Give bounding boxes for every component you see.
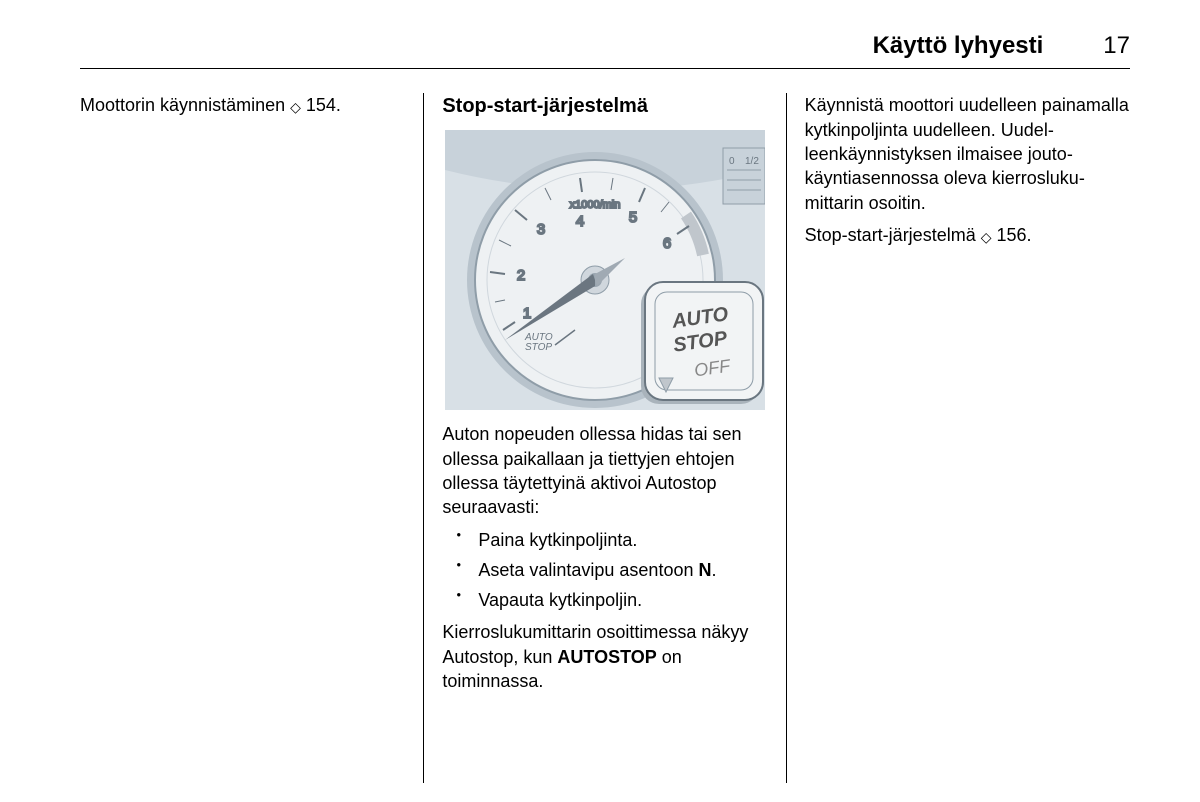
- svg-text:2: 2: [517, 267, 525, 284]
- svg-text:1: 1: [523, 305, 531, 322]
- engine-start-page-ref: 154.: [301, 95, 341, 115]
- autostop-button-icon: AUTO STOP OFF: [641, 282, 763, 404]
- autostop-intro-paragraph: Auton nopeuden ollessa hidas tai sen oll…: [442, 422, 767, 519]
- svg-text:5: 5: [629, 209, 637, 226]
- stop-start-heading: Stop-start-järjestelmä: [442, 93, 767, 120]
- list-item: Paina kytkinpoljinta.: [442, 528, 767, 552]
- content-columns: Moottorin käynnistäminen ◇ 154. Stop-sta…: [80, 93, 1130, 783]
- para2-autostop-bold: AUTOSTOP: [557, 647, 656, 667]
- stop-start-reference: Stop-start-järjestelmä ◇ 156.: [805, 223, 1130, 247]
- column-3: Käynnistä moottori uudelleen paina­malla…: [786, 93, 1130, 783]
- list-item: Vapauta kytkinpoljin.: [442, 588, 767, 612]
- autostop-steps-list: Paina kytkinpoljinta. Aseta valintavipu …: [442, 528, 767, 613]
- tachometer-illustration: 0 1/2 1: [445, 130, 765, 410]
- column-2: Stop-start-järjestelmä 0 1/2: [423, 93, 785, 783]
- svg-text:4: 4: [576, 213, 584, 230]
- reference-arrow-icon: ◇: [290, 98, 301, 117]
- step-2-gear-n: N: [698, 560, 711, 580]
- stop-start-ref-text: Stop-start-järjestelmä: [805, 225, 981, 245]
- restart-engine-paragraph: Käynnistä moottori uudelleen paina­malla…: [805, 93, 1130, 214]
- page-header: Käyttö lyhyesti 17: [80, 30, 1130, 69]
- svg-text:3: 3: [537, 221, 545, 238]
- step-2-pre: Aseta valintavipu asentoon: [478, 560, 698, 580]
- header-page-number: 17: [1103, 30, 1130, 62]
- step-1-text: Paina kytkinpoljinta.: [478, 530, 637, 550]
- svg-text:6: 6: [663, 235, 671, 252]
- side-gauge-0: 0: [729, 156, 735, 167]
- reference-arrow-icon: ◇: [981, 228, 992, 247]
- list-item: Aseta valintavipu asentoon N.: [442, 558, 767, 582]
- svg-text:STOP: STOP: [525, 342, 552, 353]
- header-section-title: Käyttö lyhyesti: [873, 30, 1044, 62]
- engine-start-reference: Moottorin käynnistäminen ◇ 154.: [80, 93, 405, 117]
- side-gauge-half: 1/2: [745, 156, 759, 167]
- stop-start-page-ref: 156.: [992, 225, 1032, 245]
- svg-text:x1000/min: x1000/min: [570, 199, 621, 211]
- autostop-indicator-paragraph: Kierroslukumittarin osoittimessa näkyy A…: [442, 620, 767, 693]
- column-1: Moottorin käynnistäminen ◇ 154.: [80, 93, 423, 783]
- step-2-post: .: [711, 560, 716, 580]
- engine-start-text: Moottorin käynnistäminen: [80, 95, 290, 115]
- step-3-text: Vapauta kytkinpoljin.: [478, 590, 642, 610]
